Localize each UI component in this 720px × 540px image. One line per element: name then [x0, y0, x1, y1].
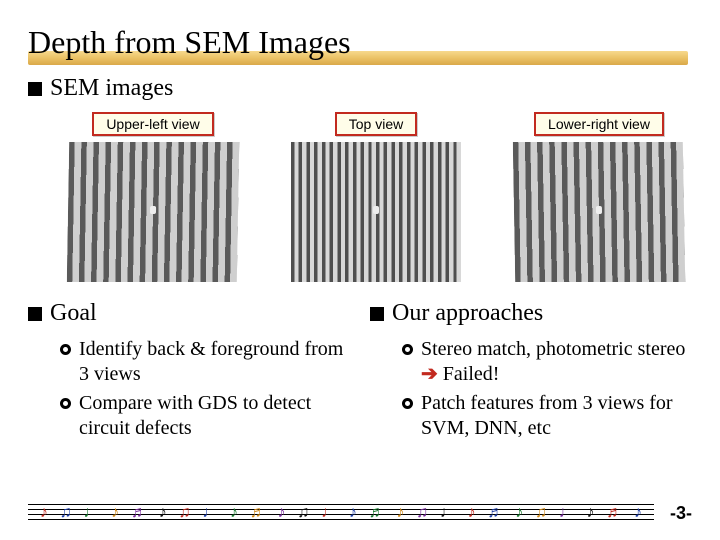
music-note-icon: ♪	[349, 505, 357, 521]
square-bullet-icon	[370, 307, 384, 321]
list-item: Compare with GDS to detect circuit defec…	[60, 391, 350, 441]
music-note-icon: ♪	[586, 505, 594, 521]
music-note-icon: ♬	[131, 505, 147, 521]
sem-image	[291, 142, 461, 282]
music-note-icon: ♪	[159, 505, 167, 521]
square-bullet-icon	[28, 307, 42, 321]
music-note-icon: ♫	[297, 505, 309, 521]
music-note-icon: ♬	[369, 505, 385, 521]
defect-mark	[150, 206, 156, 214]
defect-mark	[595, 206, 601, 214]
music-note-icon: ♩	[202, 505, 218, 521]
music-note-icon: ♫	[535, 505, 547, 521]
music-note-icon: ♩	[83, 505, 99, 521]
music-note-icon: ♪	[40, 505, 48, 521]
music-staff: ♪ ♫ ♩ ♪ ♬ ♪ ♫ ♩ ♪ ♬ ♪ ♫ ♩ ♪ ♬ ♪ ♫ ♩ ♪ ♬ ♪ ♫ ♩ ♪ ♬ ♪	[28, 500, 654, 526]
bullet-sem-images: SEM images	[28, 75, 692, 102]
dot-bullet-icon	[402, 398, 413, 409]
sem-image	[513, 142, 685, 282]
music-note-icon: ♬	[250, 505, 266, 521]
dot-bullet-icon	[60, 398, 71, 409]
footer: ♪ ♫ ♩ ♪ ♬ ♪ ♫ ♩ ♪ ♬ ♪ ♫ ♩ ♪ ♬ ♪ ♫ ♩ ♪ ♬ ♪ ♫ ♩ ♪ ♬ ♪ -3-	[28, 500, 692, 526]
view-label: Lower-right view	[534, 112, 664, 136]
title-block: Depth from SEM Images	[28, 24, 692, 61]
sem-image	[67, 142, 239, 282]
approach-list: Stereo match, photometric stereo ➔ Faile…	[402, 337, 692, 441]
list-item-text: Compare with GDS to detect circuit defec…	[79, 391, 350, 441]
music-note-icon: ♪	[278, 505, 286, 521]
music-note-icon: ♫	[60, 505, 72, 521]
music-note-icon: ♫	[178, 505, 190, 521]
slide: Depth from SEM Images SEM images Upper-l…	[0, 0, 720, 445]
list-item-text: Identify back & foreground from 3 views	[79, 337, 350, 387]
col-approaches: Our approaches Stereo match, photometric…	[370, 300, 692, 445]
views-row: Upper-left view Top view Lower-right view	[68, 112, 684, 282]
music-note-icon: ♪	[468, 505, 476, 521]
view-label: Top view	[335, 112, 417, 136]
view-column: Lower-right view	[514, 112, 684, 282]
view-column: Upper-left view	[68, 112, 238, 282]
col-goal: Goal Identify back & foreground from 3 v…	[28, 300, 350, 445]
list-item-text: Stereo match, photometric stereo ➔ Faile…	[421, 337, 692, 387]
bullet-label: Goal	[50, 300, 97, 327]
bullet-approaches: Our approaches	[370, 300, 692, 327]
view-column: Top view	[291, 112, 461, 282]
two-column: Goal Identify back & foreground from 3 v…	[28, 300, 692, 445]
bullet-label: SEM images	[50, 75, 173, 102]
music-note-icon: ♩	[321, 505, 337, 521]
page-title: Depth from SEM Images	[28, 24, 692, 61]
music-note-icon: ♩	[559, 505, 575, 521]
defect-mark	[373, 206, 379, 214]
list-item: Patch features from 3 views for SVM, DNN…	[402, 391, 692, 441]
music-note-icon: ♬	[606, 505, 622, 521]
list-item-text: Patch features from 3 views for SVM, DNN…	[421, 391, 692, 441]
music-note-icon: ♪	[634, 505, 642, 521]
music-note-icon: ♪	[111, 505, 119, 521]
view-label: Upper-left view	[92, 112, 213, 136]
music-note-icon: ♪	[230, 505, 238, 521]
arrow-icon: ➔	[421, 363, 438, 385]
music-note-icon: ♪	[515, 505, 523, 521]
dot-bullet-icon	[60, 344, 71, 355]
bullet-label: Our approaches	[392, 300, 543, 327]
square-bullet-icon	[28, 82, 42, 96]
bullet-goal: Goal	[28, 300, 350, 327]
list-item: Identify back & foreground from 3 views	[60, 337, 350, 387]
goal-list: Identify back & foreground from 3 viewsC…	[60, 337, 350, 441]
list-item: Stereo match, photometric stereo ➔ Faile…	[402, 337, 692, 387]
music-note-icon: ♬	[487, 505, 503, 521]
page-number: -3-	[660, 503, 692, 524]
notes-row: ♪ ♫ ♩ ♪ ♬ ♪ ♫ ♩ ♪ ♬ ♪ ♫ ♩ ♪ ♬ ♪ ♫ ♩ ♪ ♬ ♪ ♫ ♩ ♪ ♬ ♪	[28, 500, 654, 526]
music-note-icon: ♪	[396, 505, 404, 521]
music-note-icon: ♫	[416, 505, 428, 521]
music-note-icon: ♩	[440, 505, 456, 521]
dot-bullet-icon	[402, 344, 413, 355]
